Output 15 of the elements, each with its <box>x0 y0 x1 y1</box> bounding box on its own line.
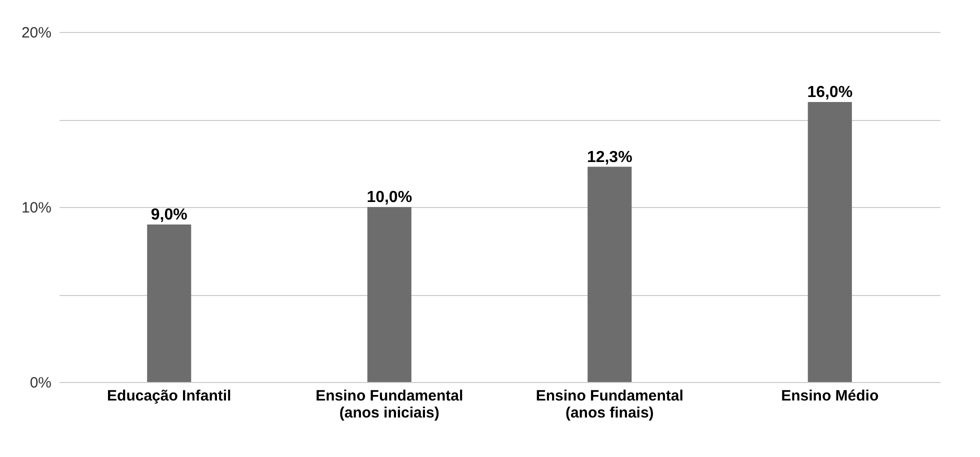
bar <box>588 166 632 382</box>
data-label: 16,0% <box>807 84 853 101</box>
x-tick-label: Ensino Fundamental (anos finais) <box>536 388 684 422</box>
data-label: 10,0% <box>366 189 412 206</box>
data-label: 9,0% <box>150 206 188 224</box>
y-tick-label: 20% <box>21 24 52 42</box>
y-tick-label: 10% <box>21 200 52 216</box>
bar <box>147 224 192 382</box>
x-tick-label: Educação Infantil <box>107 388 232 404</box>
data-label: 12,3% <box>586 148 632 166</box>
x-tick-label: Ensino Fundamental (anos iniciais) <box>316 388 464 422</box>
bar <box>808 102 852 382</box>
bar <box>367 207 412 382</box>
x-tick-label: Ensino Médio <box>781 388 879 404</box>
y-tick-label: 0% <box>30 374 52 392</box>
